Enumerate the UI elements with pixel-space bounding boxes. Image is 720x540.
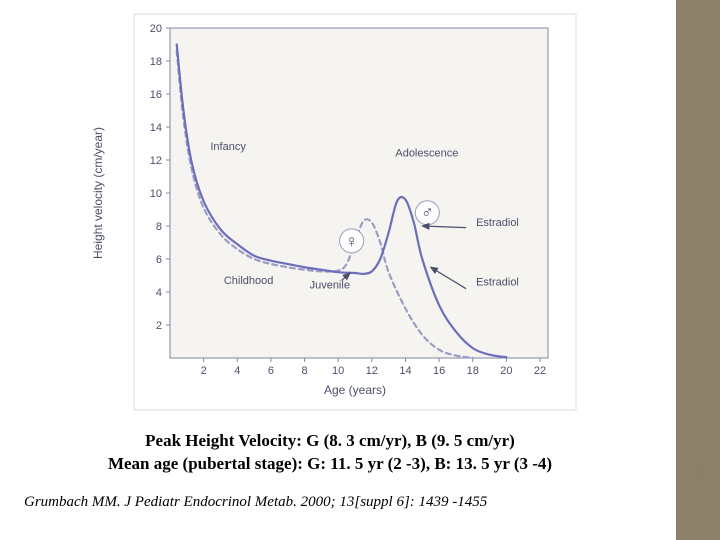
- sidebar-accent: [676, 0, 720, 540]
- chart-svg: 2 4 6 8 10 12 14 16 18 20 2 4 6 8 10 12 14 16 18 20 22 Age (y…: [80, 8, 580, 418]
- caption-line-1: Peak Height Velocity: G (8. 3 cm/yr), B …: [145, 431, 515, 450]
- svg-text:8: 8: [301, 365, 307, 377]
- svg-text:♀: ♀: [345, 232, 358, 251]
- svg-text:Childhood: Childhood: [224, 275, 274, 287]
- svg-text:Estradiol: Estradiol: [476, 217, 519, 229]
- svg-text:Age (years): Age (years): [324, 383, 386, 397]
- svg-text:Adolescence: Adolescence: [395, 148, 458, 160]
- svg-text:12: 12: [150, 155, 162, 167]
- svg-text:2: 2: [201, 365, 207, 377]
- growth-velocity-chart: 2 4 6 8 10 12 14 16 18 20 2 4 6 8 10 12 14 16 18 20 22 Age (y…: [80, 8, 580, 418]
- caption-block: Peak Height Velocity: G (8. 3 cm/yr), B …: [60, 430, 600, 476]
- svg-text:8: 8: [156, 221, 162, 233]
- svg-text:18: 18: [150, 56, 162, 68]
- svg-text:2: 2: [156, 320, 162, 332]
- citation-text: Grumbach MM. J Pediatr Endocrinol Metab.…: [24, 494, 487, 511]
- svg-text:16: 16: [150, 89, 162, 101]
- svg-text:14: 14: [150, 122, 162, 134]
- svg-text:4: 4: [156, 287, 162, 299]
- svg-text:18: 18: [467, 365, 479, 377]
- svg-text:12: 12: [366, 365, 378, 377]
- caption-line-2: Mean age (pubertal stage): G: 11. 5 yr (…: [108, 454, 552, 473]
- svg-text:6: 6: [156, 254, 162, 266]
- bracket-left: [684, 460, 690, 484]
- svg-text:10: 10: [332, 365, 344, 377]
- svg-text:6: 6: [268, 365, 274, 377]
- svg-text:20: 20: [500, 365, 512, 377]
- svg-text:Estradiol: Estradiol: [476, 276, 519, 288]
- slide-root: 25 2 4 6 8 10 12 14 16 18 20 2 4 6 8 10 12 14 16 18 20 22 Age…: [0, 0, 720, 540]
- svg-text:Height velocity (cm/year): Height velocity (cm/year): [91, 127, 105, 259]
- svg-text:16: 16: [433, 365, 445, 377]
- svg-text:Infancy: Infancy: [210, 141, 246, 153]
- page-number: 25: [693, 466, 704, 478]
- svg-text:10: 10: [150, 188, 162, 200]
- svg-text:14: 14: [399, 365, 411, 377]
- svg-text:22: 22: [534, 365, 546, 377]
- bracket-right: [706, 460, 712, 484]
- svg-text:20: 20: [150, 23, 162, 35]
- page-number-badge: 25: [684, 460, 712, 484]
- svg-text:♂: ♂: [421, 203, 434, 222]
- svg-text:Juvenile: Juvenile: [310, 280, 350, 292]
- svg-text:4: 4: [234, 365, 240, 377]
